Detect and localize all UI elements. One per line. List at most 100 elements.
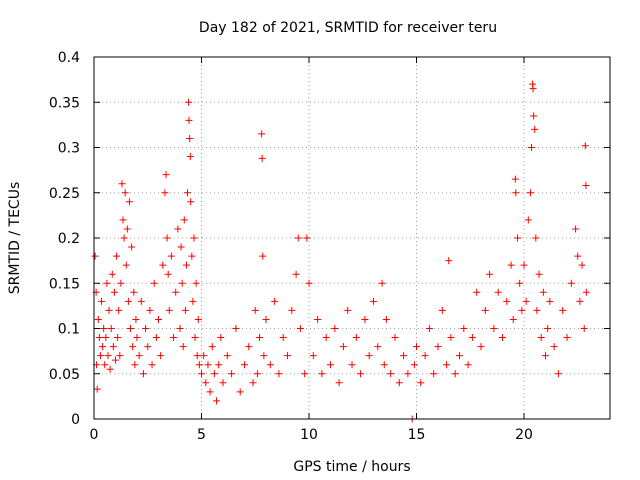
y-tick-label: 0.35 xyxy=(49,95,80,111)
data-point xyxy=(284,352,291,360)
data-point xyxy=(258,154,266,162)
data-point xyxy=(544,325,552,332)
data-point xyxy=(378,279,386,287)
data-point xyxy=(578,261,586,269)
data-point xyxy=(102,334,110,342)
data-point xyxy=(217,334,225,342)
data-point xyxy=(294,234,302,242)
data-point xyxy=(464,361,472,369)
data-point xyxy=(185,116,193,124)
data-point xyxy=(516,279,524,287)
x-tick-label: 20 xyxy=(515,427,533,443)
data-point xyxy=(129,343,137,351)
data-point xyxy=(152,334,160,342)
y-tick-label: 0.1 xyxy=(58,322,80,338)
data-point xyxy=(518,306,526,314)
data-point xyxy=(115,306,123,314)
data-point xyxy=(208,343,216,351)
data-point xyxy=(582,288,590,296)
data-point xyxy=(121,189,129,197)
data-point xyxy=(404,370,412,378)
data-point xyxy=(185,98,193,106)
data-point xyxy=(266,361,274,369)
data-point xyxy=(292,270,300,278)
data-point xyxy=(125,198,133,206)
data-point xyxy=(123,225,131,233)
data-point xyxy=(95,334,103,342)
data-point xyxy=(228,370,236,378)
data-point xyxy=(524,216,532,224)
data-point xyxy=(204,361,212,369)
data-point xyxy=(314,315,322,323)
data-point xyxy=(530,112,538,120)
data-point xyxy=(195,361,203,369)
data-point xyxy=(425,325,433,332)
data-point xyxy=(133,334,141,342)
y-tick-label: 0.2 xyxy=(58,231,80,247)
data-point xyxy=(531,125,539,133)
data-point xyxy=(380,361,388,369)
data-point xyxy=(107,325,115,332)
data-point xyxy=(559,306,567,314)
data-point xyxy=(223,352,231,360)
data-point xyxy=(94,315,102,323)
data-point xyxy=(494,288,502,296)
plot-frame xyxy=(93,56,611,420)
data-point xyxy=(135,352,143,360)
data-point xyxy=(104,352,112,360)
data-point xyxy=(259,252,267,260)
data-point xyxy=(344,306,352,314)
data-point xyxy=(365,352,373,360)
data-point xyxy=(186,134,194,142)
y-tick-label: 0.3 xyxy=(58,141,80,157)
data-point xyxy=(100,325,108,332)
data-point xyxy=(303,234,311,242)
data-point xyxy=(170,334,178,342)
data-point xyxy=(193,352,201,360)
data-point xyxy=(188,252,196,260)
data-point xyxy=(327,361,334,369)
data-point xyxy=(473,288,481,296)
y-tick-label: 0.4 xyxy=(58,50,80,66)
data-point xyxy=(486,270,494,278)
data-point xyxy=(572,225,580,233)
data-point xyxy=(532,234,540,242)
data-point xyxy=(180,216,188,224)
data-point xyxy=(98,297,106,305)
data-point xyxy=(241,361,248,369)
data-point xyxy=(108,270,116,278)
data-point xyxy=(395,379,403,387)
data-point xyxy=(481,306,489,314)
data-point xyxy=(460,325,468,332)
data-point xyxy=(456,352,463,360)
data-point xyxy=(182,261,190,269)
data-point xyxy=(352,334,360,342)
chart-title: Day 182 of 2021, SRMTID for receiver ter… xyxy=(199,20,497,36)
data-point xyxy=(106,365,114,373)
data-point xyxy=(546,297,554,305)
data-point xyxy=(417,379,425,387)
data-point xyxy=(163,234,171,242)
x-tick-label: 10 xyxy=(300,427,318,443)
data-point xyxy=(103,279,111,287)
data-point xyxy=(167,252,175,260)
data-point xyxy=(148,361,156,369)
data-point xyxy=(443,361,451,369)
data-point xyxy=(305,279,313,287)
data-point xyxy=(206,388,214,396)
data-point xyxy=(190,234,198,242)
data-point xyxy=(172,288,180,296)
data-point xyxy=(445,257,453,265)
data-point xyxy=(162,171,170,179)
data-point xyxy=(232,325,240,332)
data-point xyxy=(184,189,192,197)
data-point xyxy=(507,261,515,269)
data-point xyxy=(251,306,259,314)
data-point xyxy=(542,352,549,360)
data-point xyxy=(271,297,279,305)
data-point xyxy=(181,306,189,314)
data-point xyxy=(236,388,244,396)
data-point xyxy=(155,315,162,323)
data-point xyxy=(509,315,517,323)
